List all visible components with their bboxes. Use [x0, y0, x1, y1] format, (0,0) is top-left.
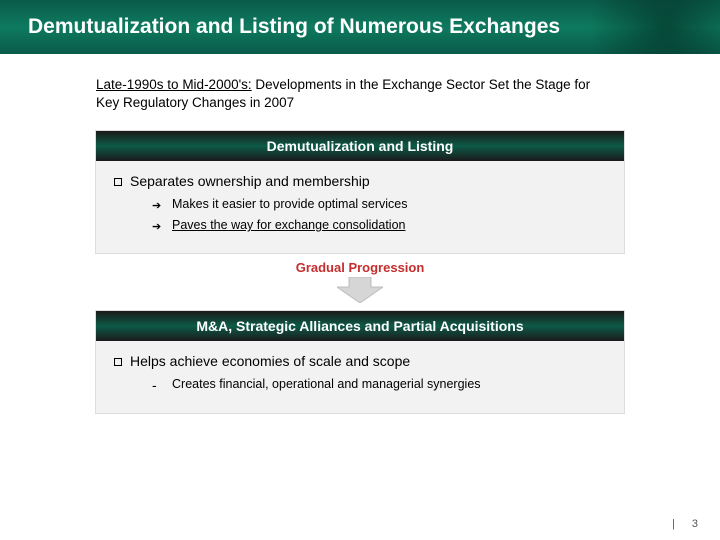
card2-sublist: - Creates financial, operational and man…	[152, 377, 606, 393]
card2-bullet: Helps achieve economies of scale and sco…	[114, 353, 606, 369]
footer: | 3	[672, 518, 698, 530]
card1-body: Separates ownership and membership ➔ Mak…	[96, 161, 624, 253]
subtitle: Late-1990s to Mid-2000's: Developments i…	[96, 76, 616, 112]
page-number: 3	[692, 518, 698, 530]
arrow-label: Gradual Progression	[95, 260, 625, 275]
down-arrow-icon	[337, 277, 383, 308]
dash-icon: -	[152, 377, 162, 393]
card1-header: Demutualization and Listing	[96, 131, 624, 161]
square-bullet-icon	[114, 358, 122, 366]
slide-title: Demutualization and Listing of Numerous …	[28, 15, 560, 39]
card2-body: Helps achieve economies of scale and sco…	[96, 341, 624, 413]
card1-sub1-text: Makes it easier to provide optimal servi…	[172, 197, 408, 211]
card1-bullet: Separates ownership and membership	[114, 173, 606, 189]
square-bullet-icon	[114, 178, 122, 186]
card1-sub1: ➔ Makes it easier to provide optimal ser…	[152, 197, 606, 212]
card-ma: M&A, Strategic Alliances and Partial Acq…	[95, 310, 625, 414]
footer-pipe: |	[672, 518, 675, 530]
card2-bullet-text: Helps achieve economies of scale and sco…	[130, 353, 410, 369]
card1-bullet-text: Separates ownership and membership	[130, 173, 370, 189]
arrow-right-icon: ➔	[152, 199, 162, 212]
card2-header: M&A, Strategic Alliances and Partial Acq…	[96, 311, 624, 341]
card2-sub1-text: Creates financial, operational and manag…	[172, 377, 481, 391]
title-bar: Demutualization and Listing of Numerous …	[0, 0, 720, 54]
card1-sub2-text: Paves the way for exchange consolidation	[172, 218, 405, 232]
card-demutualization: Demutualization and Listing Separates ow…	[95, 130, 625, 254]
card2-sub1: - Creates financial, operational and man…	[152, 377, 606, 393]
progression-arrow-section: Gradual Progression	[95, 260, 625, 308]
card1-sublist: ➔ Makes it easier to provide optimal ser…	[152, 197, 606, 233]
card1-sub2: ➔ Paves the way for exchange consolidati…	[152, 218, 606, 233]
arrow-right-icon: ➔	[152, 220, 162, 233]
subtitle-lead: Late-1990s to Mid-2000's:	[96, 77, 252, 92]
